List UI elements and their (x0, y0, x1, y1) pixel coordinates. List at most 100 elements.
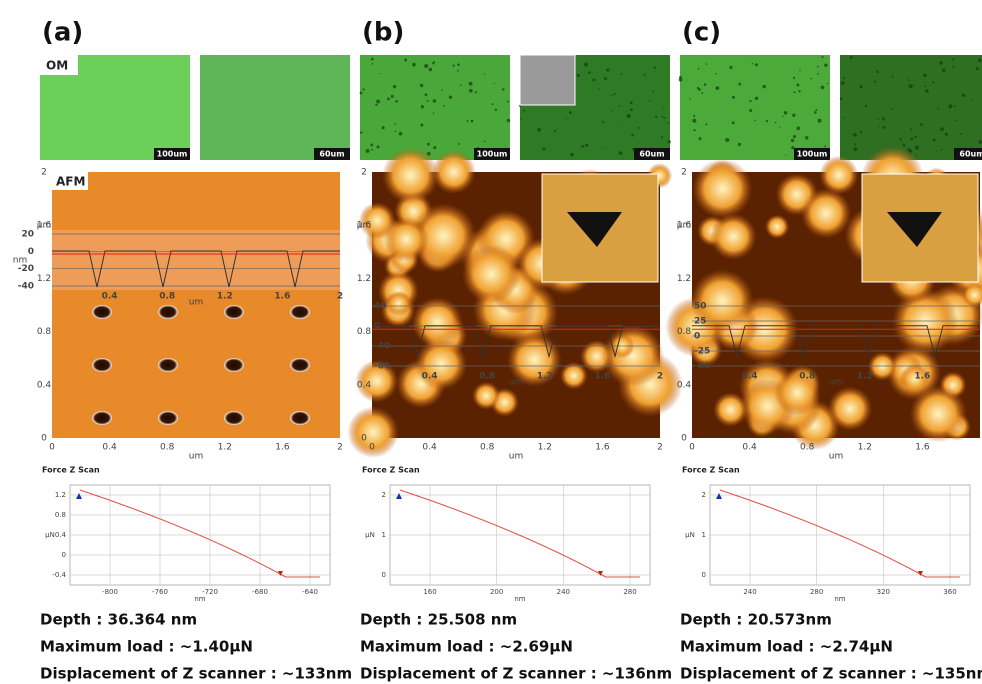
om-speck (507, 101, 509, 103)
om-speck (899, 138, 901, 140)
force-y-tick: -0.4 (52, 571, 66, 579)
om-speck (475, 91, 477, 93)
om-speck (932, 81, 934, 83)
force-x-label: nm (194, 595, 205, 603)
om-speck (701, 92, 703, 94)
afm-y-tick: 1.2 (677, 274, 691, 284)
force-x-label: nm (834, 595, 845, 603)
profile-y-tick: -40 (374, 342, 390, 352)
om-speck (949, 104, 953, 108)
profile-x-tick: 0.8 (479, 372, 495, 382)
om-speck (874, 81, 876, 83)
om-speck (978, 140, 982, 144)
profile-y-tick: -20 (18, 264, 34, 274)
om-speck (469, 82, 473, 86)
profile-x-tick: 1.2 (217, 292, 233, 302)
om-speck (817, 73, 819, 75)
profile-x-tick: 1.6 (594, 372, 610, 382)
om-speck (976, 67, 979, 70)
om-inset (520, 55, 575, 105)
om-speck (842, 136, 843, 137)
profile-x-tick: 0.4 (102, 292, 118, 302)
profile-x-label: um (829, 378, 843, 388)
afm-grain (602, 325, 664, 387)
force-y-label: μN (685, 531, 695, 539)
profile-y-tick: 0 (374, 322, 380, 332)
om-speck (779, 127, 780, 128)
om-speck (821, 86, 825, 90)
afm-pit (158, 358, 178, 372)
om-speck (752, 63, 754, 65)
om-speck (619, 151, 623, 155)
om-speck (738, 83, 741, 86)
om-speck (945, 133, 948, 136)
afm-x-tick: 0.8 (160, 443, 175, 453)
afm-grain (765, 214, 789, 238)
force-x-tick: -800 (102, 588, 118, 596)
force-y-tick: 0.4 (55, 531, 67, 539)
om-speck (817, 66, 819, 68)
profile-y-tick: 40 (374, 302, 387, 312)
om-speck (663, 108, 664, 109)
force-x-tick: 280 (810, 588, 823, 596)
afm-pit (92, 358, 112, 372)
profile-x-tick: 2 (657, 372, 663, 382)
force-y-tick: 0 (62, 551, 66, 559)
om-speck (372, 63, 374, 65)
om-speck (432, 62, 434, 64)
afm-y-tick: 0.8 (37, 327, 52, 337)
page: (a)100um60umOM00.40.81.21.6200.40.81.21.… (0, 0, 982, 684)
force-title: Force Z Scan (362, 466, 420, 475)
om-speck (371, 58, 374, 61)
om-speck (704, 83, 707, 86)
force-x-tick: 240 (557, 588, 570, 596)
om-speck (699, 137, 702, 140)
om-speck (570, 153, 573, 156)
result-text: Maximum load : ~2.69μN (360, 638, 573, 656)
afm-x-tick: 2 (337, 443, 343, 453)
om-speck (955, 120, 957, 122)
afm-x-tick: 0 (689, 443, 695, 453)
om-speck (592, 79, 595, 82)
afm-y-tick: 1.2 (357, 274, 371, 284)
om-speck (393, 85, 396, 88)
afm-pit (92, 411, 112, 425)
afm-x-label: um (509, 452, 523, 462)
afm-grain (692, 159, 752, 219)
om-speck (366, 149, 370, 153)
om-speck (370, 143, 373, 146)
afm-grain (386, 291, 411, 316)
om-speck (942, 69, 946, 73)
om-speck (824, 64, 828, 68)
om-speck (882, 126, 885, 129)
om-speck (843, 117, 845, 119)
om-speck (794, 91, 796, 93)
om-speck (391, 95, 394, 98)
om-speck (762, 85, 765, 88)
force-title: Force Z Scan (682, 466, 740, 475)
om-speck (952, 66, 954, 68)
om-speck (891, 76, 893, 78)
om-speck (853, 133, 857, 137)
om-speck (387, 98, 390, 101)
figure: (a)100um60umOM00.40.81.21.6200.40.81.21.… (0, 0, 982, 684)
om-speck (520, 118, 521, 119)
profile-x-label: um (189, 298, 203, 308)
om-speck (910, 129, 912, 131)
om-speck (433, 99, 437, 103)
scale-label: 100um (477, 150, 508, 159)
om-speck (725, 138, 729, 142)
om-speck (492, 103, 494, 105)
om-speck (793, 135, 796, 138)
om-speck (925, 85, 927, 87)
afm-grain (801, 188, 851, 238)
result-text: Depth : 25.508 nm (360, 611, 517, 629)
om-speck (791, 146, 794, 149)
om-speck (910, 138, 913, 141)
profile-y-tick: -40 (18, 282, 34, 292)
om-speck (495, 109, 497, 111)
result-text: Maximum load : ~1.40μN (40, 638, 253, 656)
om-speck (876, 71, 879, 74)
om-speck (585, 144, 588, 147)
scale-label: 100um (157, 150, 188, 159)
